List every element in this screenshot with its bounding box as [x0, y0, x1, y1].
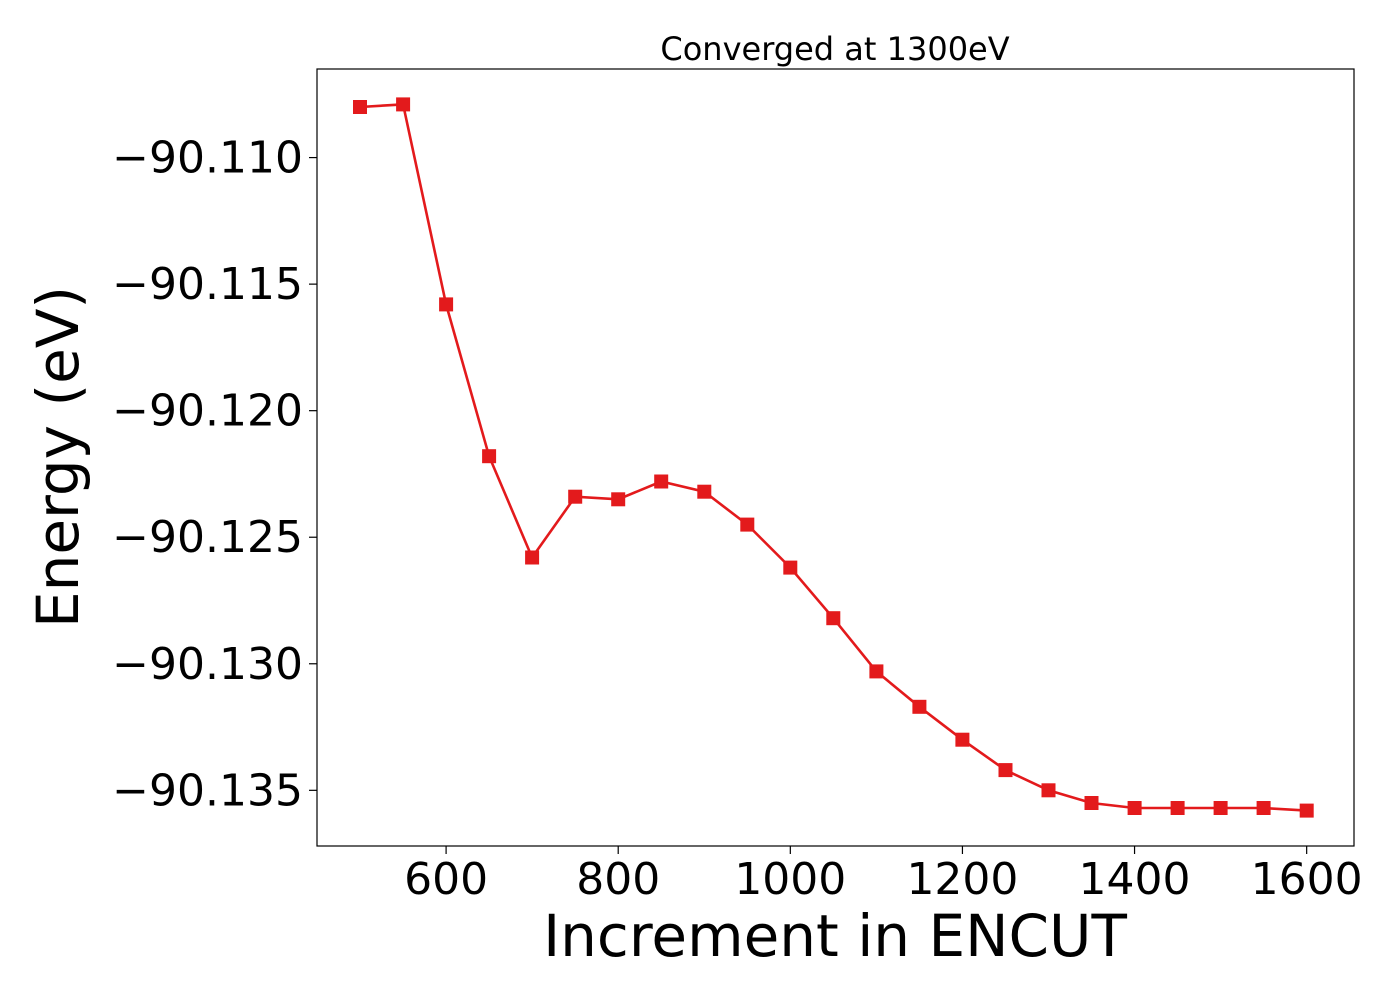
data-point-marker: [783, 560, 798, 575]
data-point-marker: [1256, 801, 1271, 815]
x-tick-label: 800: [576, 854, 660, 905]
data-point-marker: [869, 664, 884, 679]
data-point-marker: [697, 484, 712, 499]
y-tick-label: −90.110: [112, 133, 303, 184]
data-point-marker: [998, 763, 1013, 778]
data-point-marker: [1170, 801, 1185, 815]
data-point-marker: [1213, 801, 1228, 815]
data-point-marker: [654, 474, 669, 489]
data-point-marker: [912, 699, 927, 714]
series-line: [359, 103, 1307, 812]
series-energy: [353, 97, 1314, 818]
x-tick-label: 1000: [734, 854, 846, 905]
x-tick-label: 1400: [1079, 854, 1191, 905]
y-tick-label: −90.135: [112, 765, 303, 816]
data-point-marker: [1127, 801, 1142, 815]
y-tick-label: −90.125: [112, 512, 303, 563]
y-tick-label: −90.130: [112, 639, 303, 690]
data-point-marker: [611, 492, 626, 507]
data-point-marker: [396, 97, 411, 112]
data-point-marker: [568, 489, 583, 504]
data-point-marker: [1084, 796, 1099, 810]
plot-frame: [316, 68, 1355, 847]
y-tick-label: −90.115: [112, 259, 303, 310]
y-axis: −90.110 −90.115 −90.120 −90.125 −90.130 −90.1…: [112, 133, 317, 816]
x-axis-label: Increment in ENCUT: [543, 902, 1127, 970]
data-point-marker: [482, 449, 497, 464]
y-axis-label: Energy (eV): [24, 286, 92, 628]
data-point-marker: [955, 732, 970, 747]
x-tick-label: 1200: [906, 854, 1018, 905]
data-point-marker: [525, 550, 540, 565]
x-axis: 600 800 1000 1200 1400 1600: [404, 846, 1363, 905]
data-point-marker: [439, 297, 454, 312]
plot-area: [316, 68, 1355, 847]
data-point-marker: [826, 611, 841, 626]
data-point-marker: [353, 100, 367, 114]
data-point-marker: [1299, 803, 1314, 818]
data-point-marker: [740, 517, 755, 532]
data-point-marker: [1041, 783, 1056, 798]
x-tick-label: 600: [404, 854, 488, 905]
chart-title: Converged at 1300eV: [660, 30, 1009, 68]
y-tick-label: −90.120: [112, 386, 303, 437]
x-tick-label: 1600: [1251, 854, 1363, 905]
